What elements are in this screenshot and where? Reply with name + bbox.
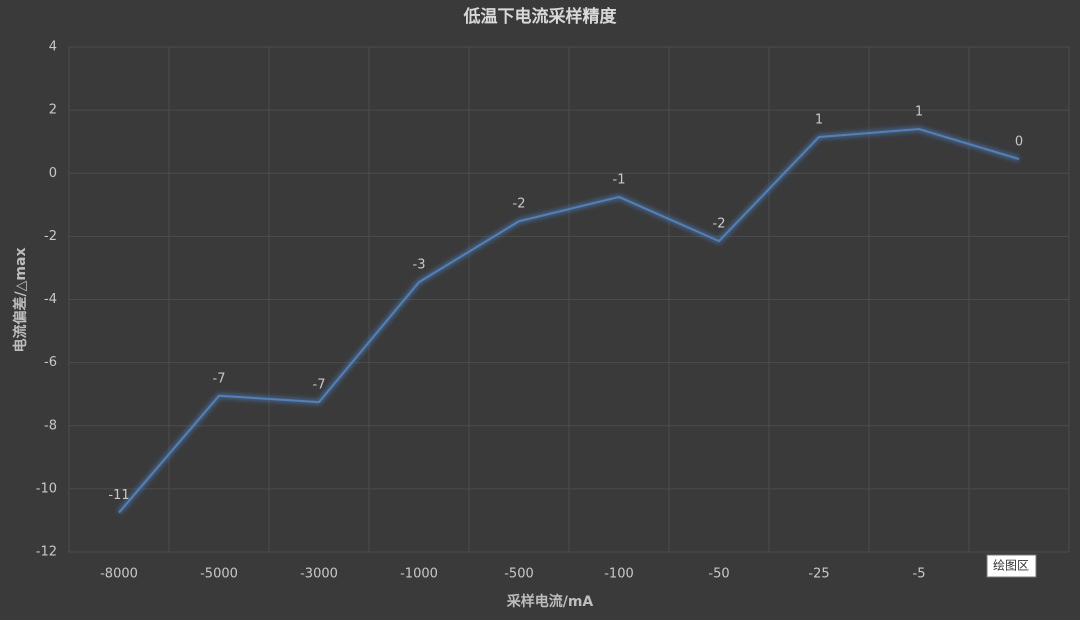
- tooltip-box: [986, 554, 1037, 578]
- data-label: 1: [915, 105, 923, 120]
- data-label: -11: [108, 488, 129, 503]
- data-label: 1: [815, 112, 823, 127]
- line: [118, 128, 1020, 514]
- y-axis-title: 电流偏差/△max: [12, 248, 29, 353]
- x-tick-label: -3000: [300, 567, 338, 582]
- x-tick-label: -8000: [100, 567, 138, 582]
- data-label: 0: [1015, 135, 1023, 150]
- data-label: -2: [713, 217, 726, 232]
- tooltip-text: 绘图区: [993, 558, 1029, 573]
- data-label: -3: [413, 258, 426, 273]
- x-tick-label: -50: [708, 567, 729, 582]
- x-tick-label: -100: [604, 567, 634, 582]
- y-tick-label: 0: [49, 166, 57, 181]
- data-label: -2: [513, 197, 526, 212]
- y-tick-label: -4: [44, 292, 57, 307]
- y-tick-label: -8: [44, 418, 57, 433]
- y-tick-label: -10: [36, 481, 57, 496]
- x-tick-label: -500: [504, 567, 534, 582]
- x-tick-label: -25: [808, 567, 829, 582]
- data-label: -7: [313, 378, 326, 393]
- x-tick-label: -5000: [200, 567, 238, 582]
- y-tick-label: -2: [44, 229, 57, 244]
- chart-title: 低温下电流采样精度: [463, 6, 618, 27]
- y-tick-label: -12: [36, 545, 57, 560]
- y-tick-label: 2: [49, 103, 57, 118]
- x-axis-title: 采样电流/mA: [506, 593, 594, 610]
- y-tick-label: -6: [44, 355, 57, 370]
- x-tick-label: -1000: [400, 567, 438, 582]
- x-tick-label: -5: [913, 567, 926, 582]
- y-tick-label: 4: [49, 40, 57, 55]
- data-label: -1: [613, 172, 626, 187]
- data-label: -7: [213, 371, 226, 386]
